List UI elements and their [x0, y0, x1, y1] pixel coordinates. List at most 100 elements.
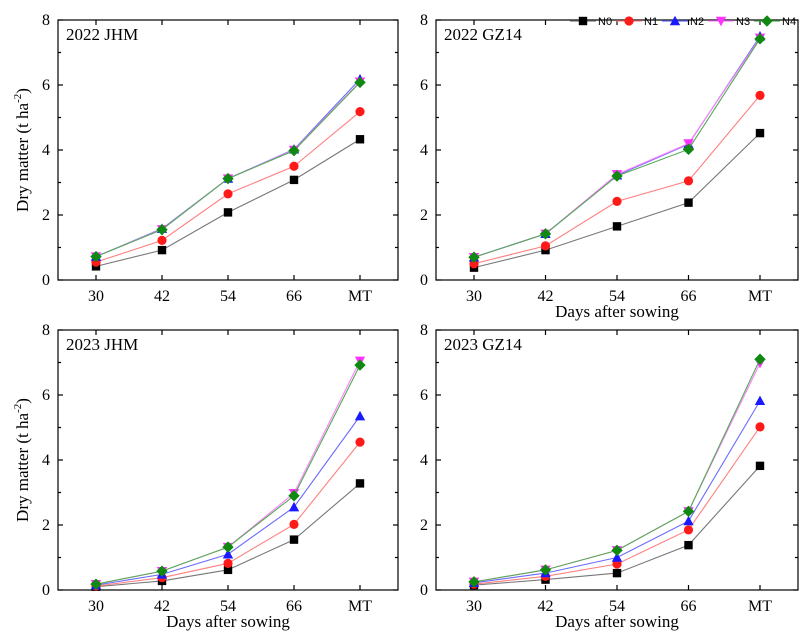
x-axis-title: Days after sowing	[166, 612, 290, 631]
x-tick-label: 54	[609, 598, 625, 615]
y-tick-label: 0	[42, 582, 50, 599]
data-point-n2	[222, 549, 234, 559]
series-line-n2	[95, 78, 361, 258]
legend-label: N0	[598, 16, 612, 28]
data-point-n0	[157, 245, 167, 255]
y-tick-label: 2	[420, 207, 428, 224]
legend-item-n1: N1	[616, 16, 658, 28]
y-tick-label: 6	[42, 387, 50, 404]
data-point-n0	[223, 565, 233, 575]
series-n3	[90, 77, 366, 262]
x-tick-label: 54	[220, 598, 236, 615]
data-point-n0	[289, 175, 299, 185]
y-tick-label: 0	[420, 272, 428, 289]
y-tick-label: 4	[42, 142, 50, 159]
data-point-n4	[90, 578, 102, 590]
legend: N0 N1 N2 N3 N4	[570, 15, 796, 28]
series-n1	[91, 107, 365, 267]
data-point-n1	[289, 519, 299, 529]
legend-item-n2: N2	[662, 15, 704, 28]
x-tick-label: 66	[286, 288, 302, 305]
panel-4: 0 2 4 6 8 30 42 54 66 MT 2023 GZ14 Days after sowin…	[420, 322, 799, 631]
data-point-n4	[611, 170, 623, 182]
data-point-n4	[288, 144, 300, 157]
data-point-n0	[355, 135, 365, 144]
data-point-n1	[157, 235, 167, 245]
x-tick-label: 42	[538, 598, 554, 615]
panel-3: 0 2 4 6 8 30 42 54 66 MT 2023 JHM Days after sowing…	[12, 322, 399, 631]
series-n4	[468, 353, 766, 588]
data-point-n4	[539, 228, 552, 240]
x-tick-label: 42	[538, 288, 554, 305]
legend-marker-n4	[761, 15, 773, 27]
data-point-n2	[354, 410, 366, 421]
legend-label: N1	[644, 16, 658, 28]
data-point-n4	[288, 490, 300, 502]
y-tick-label: 4	[42, 452, 50, 469]
data-point-n1	[755, 422, 765, 432]
data-point-n2	[754, 395, 766, 406]
y-tick-label: 6	[420, 387, 428, 404]
legend-item-n0: N0	[570, 16, 612, 28]
y-tick-label: 2	[420, 517, 428, 534]
data-point-n4	[468, 576, 480, 588]
data-point-n4	[156, 565, 168, 577]
data-point-n4	[222, 541, 234, 553]
series-n1	[469, 90, 765, 269]
y-tick-label: 6	[420, 77, 428, 94]
series-n1	[469, 422, 765, 589]
series-line-n0	[95, 138, 361, 267]
data-point-n4	[682, 505, 695, 518]
x-tick-label: 30	[88, 598, 104, 615]
data-point-n4	[611, 544, 623, 557]
y-tick-label: 8	[42, 322, 50, 339]
legend-label: N2	[690, 16, 704, 28]
data-point-n4	[222, 172, 234, 185]
x-tick-label: MT	[748, 598, 772, 615]
data-point-n2	[683, 515, 694, 526]
plot-frame	[435, 19, 799, 281]
data-point-n0	[755, 461, 765, 471]
data-point-n4	[90, 250, 102, 263]
data-point-n4	[354, 76, 366, 89]
y-tick-label: 2	[42, 207, 50, 224]
y-tick-label: 0	[420, 582, 428, 599]
x-tick-label: MT	[748, 288, 772, 305]
x-tick-label: MT	[348, 288, 372, 305]
data-point-n2	[288, 501, 300, 512]
series-line-n3	[95, 81, 361, 258]
data-point-n1	[289, 161, 299, 171]
data-point-n0	[612, 568, 622, 578]
data-point-n0	[223, 208, 233, 217]
plot-frame	[57, 19, 399, 281]
data-point-n4	[682, 143, 695, 156]
legend-item-n3: N3	[708, 16, 750, 28]
data-point-n1	[355, 107, 365, 117]
y-axis-title: Dry matter (t ha-2)	[12, 88, 32, 212]
data-point-n1	[540, 241, 551, 251]
legend-label: N4	[782, 16, 796, 28]
data-point-n4	[354, 359, 366, 371]
data-point-n0	[612, 222, 622, 231]
y-tick-label: 8	[42, 12, 50, 29]
y-tick-label: 8	[420, 322, 428, 339]
series-n2	[90, 73, 366, 261]
x-tick-label: 30	[88, 288, 104, 305]
x-tick-label: 54	[220, 288, 236, 305]
x-tick-label: 42	[154, 288, 170, 305]
series-n2	[468, 395, 766, 588]
x-tick-label: 30	[466, 288, 482, 305]
data-point-n1	[683, 176, 694, 186]
x-tick-label: 66	[286, 598, 302, 615]
data-point-n4	[754, 33, 766, 45]
y-tick-label: 8	[420, 12, 428, 29]
data-point-n0	[755, 128, 765, 138]
data-point-n4	[468, 251, 480, 263]
series-n4	[468, 33, 766, 263]
x-tick-label: 54	[609, 288, 625, 305]
data-point-n1	[683, 525, 694, 535]
data-point-n4	[156, 223, 168, 236]
data-point-n4	[754, 353, 766, 365]
y-tick-label: 6	[42, 77, 50, 94]
series-n4	[90, 359, 366, 590]
